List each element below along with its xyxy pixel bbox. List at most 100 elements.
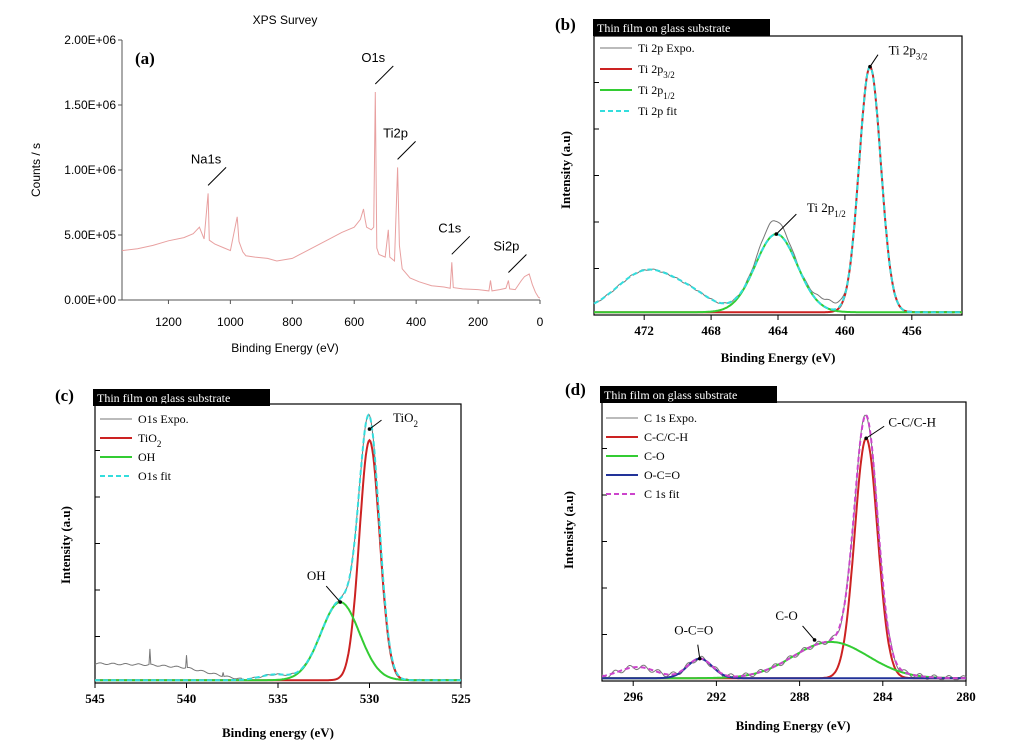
d-x-tick-label: 292 [707, 689, 727, 704]
panel-a-survey: XPS Survey (a) Binding Energy (eV) Count… [29, 13, 544, 355]
b-annotation-leader [869, 54, 879, 67]
d-annotation-leader [865, 425, 885, 439]
d-annotation-label: C-O [775, 608, 797, 623]
c-x-tick-label: 525 [451, 691, 471, 706]
panel-a-label: (a) [135, 49, 155, 68]
panel-c-xlabel: Binding energy (eV) [222, 725, 334, 740]
d-peak-o-c-o [602, 657, 966, 680]
panel-b-label: (b) [555, 15, 576, 34]
panel-b-xlabel: Binding Energy (eV) [721, 350, 836, 365]
a-x-tick-label: 1200 [155, 315, 182, 329]
c-annotation-leader [325, 585, 341, 603]
panel-c-ylabel: Intensity (a.u) [58, 506, 73, 584]
c-annotation-arrowhead [367, 427, 372, 431]
b-annotation-label: Ti 2p1/2 [807, 200, 846, 219]
b-x-tick-label: 468 [701, 323, 721, 338]
panel-b-title-box [593, 19, 770, 36]
b-x-tick-label: 460 [835, 323, 855, 338]
panel-d-ylabel: Intensity (a.u) [561, 491, 576, 569]
d-legend-label: C-C/C-H [644, 430, 688, 444]
d-annotation-leader [802, 625, 815, 641]
d-annotation-arrowhead [697, 656, 702, 661]
a-x-tick-label: 1000 [217, 315, 244, 329]
b-legend-label: Ti 2p1/2 [638, 83, 675, 101]
b-peak-ti-2p1-2 [594, 233, 962, 314]
d-x-tick-label: 296 [623, 689, 643, 704]
c-legend-label: O1s Expo. [138, 412, 189, 426]
b-legend-label: Ti 2p3/2 [638, 62, 675, 80]
panel-c-title: Thin film on glass substrate [97, 391, 230, 405]
d-peak-c-o [602, 640, 966, 680]
a-annotation-leader [451, 235, 471, 255]
a-x-tick-label: 0 [537, 315, 544, 329]
b-x-tick-label: 472 [634, 323, 654, 338]
b-annotation-arrowhead [868, 64, 872, 69]
c-annotation-arrowhead [338, 600, 343, 604]
a-annotation-label: O1s [361, 50, 385, 65]
b-annotation-arrowhead [774, 232, 779, 236]
d-legend-label: C-O [644, 449, 665, 463]
panel-b-title: Thin film on glass substrate [597, 21, 730, 35]
panel-d-c1s: (d) Thin film on glass substrate Binding… [561, 380, 976, 733]
b-legend-label: Ti 2p fit [638, 104, 678, 118]
c-legend-label: OH [138, 450, 156, 464]
c-fit-line [95, 413, 461, 682]
a-survey-line [121, 91, 541, 299]
c-legend-label: O1s fit [138, 469, 172, 483]
a-y-tick-label: 2.00E+06 [64, 33, 116, 47]
panel-c-title-box [93, 389, 270, 406]
d-x-tick-label: 284 [873, 689, 893, 704]
c-x-tick-label: 535 [268, 691, 288, 706]
c-x-tick-label: 545 [85, 691, 105, 706]
d-annotation-label: O-C=O [674, 623, 713, 638]
c-annotation-label: OH [307, 568, 326, 583]
b-annotation-leader [775, 213, 797, 235]
a-annotation-label: Na1s [191, 151, 222, 166]
a-x-tick-label: 400 [406, 315, 426, 329]
d-x-tick-label: 280 [956, 689, 976, 704]
b-x-tick-label: 464 [768, 323, 788, 338]
a-y-tick-label: 0.00E+00 [64, 293, 116, 307]
a-x-tick-label: 600 [344, 315, 364, 329]
d-legend-label: C 1s Expo. [644, 411, 697, 425]
a-annotation-label: C1s [438, 220, 462, 235]
a-y-tick-label: 5.00E+05 [64, 228, 116, 242]
panel-a-xlabel: Binding Energy (eV) [231, 341, 338, 355]
c-legend-label: TiO2 [138, 431, 161, 449]
a-annotation-leader [397, 141, 416, 160]
d-annotation-leader [697, 644, 701, 659]
d-legend-label: O-C=O [644, 468, 680, 482]
c-annotation-leader [369, 419, 382, 430]
b-legend-label: Ti 2p Expo. [638, 41, 695, 55]
d-annotation-arrowhead [812, 638, 817, 642]
panel-b-ti2p: (b) Thin film on glass substrate Binding… [555, 15, 963, 365]
a-annotation-label: Si2p [493, 239, 519, 254]
c-plot-frame [94, 403, 462, 684]
panel-c-o1s: (c) Thin film on glass substrate Binding… [55, 386, 471, 740]
panel-b-ylabel: Intensity (a.u) [558, 131, 573, 209]
a-x-tick-label: 200 [468, 315, 488, 329]
panel-a-ylabel: Counts / s [29, 143, 43, 197]
panel-d-xlabel: Binding Energy (eV) [736, 718, 851, 733]
panel-d-title-box [600, 386, 777, 403]
d-legend-label: C 1s fit [644, 487, 680, 501]
a-x-tick-label: 800 [282, 315, 302, 329]
b-annotation-label: Ti 2p3/2 [889, 43, 928, 62]
a-annotation-label: Ti2p [383, 125, 408, 140]
a-y-tick-label: 1.00E+06 [64, 163, 116, 177]
panel-d-label: (d) [565, 380, 586, 399]
a-annotation-leader [207, 167, 227, 186]
d-annotation-label: C-C/C-H [888, 414, 936, 429]
b-plot-frame [593, 35, 963, 316]
panel-d-title: Thin film on glass substrate [604, 388, 737, 402]
panel-c-label: (c) [55, 386, 74, 405]
d-annotation-arrowhead [864, 436, 868, 441]
b-x-tick-label: 456 [902, 323, 922, 338]
c-x-tick-label: 540 [177, 691, 197, 706]
d-x-tick-label: 288 [790, 689, 810, 704]
a-annotation-leader [508, 254, 527, 273]
c-x-tick-label: 530 [360, 691, 380, 706]
panel-a-title: XPS Survey [253, 13, 318, 27]
a-annotation-leader [374, 65, 394, 85]
